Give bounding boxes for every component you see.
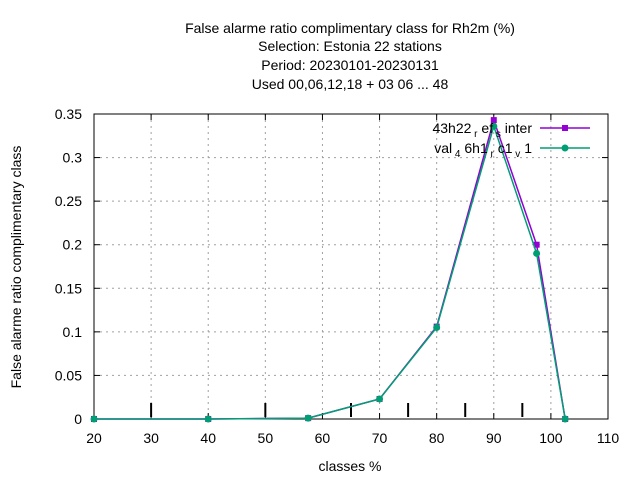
x-tick-label: 30 (143, 430, 159, 446)
y-tick-label: 0.25 (55, 193, 82, 209)
data-point (533, 249, 541, 257)
data-point (433, 324, 441, 331)
y-tick-label: 0.3 (63, 150, 83, 166)
chart-title: False alarme ratio complimentary class f… (185, 20, 515, 92)
y-tick-labels: 0 0.05 0.1 0.15 0.2 0.25 0.3 0.35 (55, 106, 82, 427)
x-tick-label: 80 (429, 430, 445, 446)
x-tick-label: 40 (200, 430, 216, 446)
x-tick-label: 70 (372, 430, 388, 446)
x-tick-label: 60 (315, 430, 331, 446)
plot-frame (93, 113, 609, 420)
x-tick-labels: 20 30 40 50 60 70 80 90 100 110 (86, 430, 619, 446)
legend-label: val 4 6h1 r c1 v 1 (434, 140, 532, 160)
data-point (533, 241, 540, 248)
series-1 (91, 117, 569, 422)
legend-item-2: val 4 6h1 r c1 v 1 (434, 140, 590, 160)
x-tick-label: 100 (539, 430, 563, 446)
data-point (561, 415, 569, 423)
data-point (90, 415, 98, 423)
data-point (490, 117, 497, 124)
legend-marker (561, 144, 569, 152)
x-tick-label: 20 (86, 430, 102, 446)
data-point (304, 414, 312, 422)
x-tick-label: 90 (486, 430, 502, 446)
legend-label: 43h22 r ef s inter (432, 120, 532, 140)
y-tick-label: 0.35 (55, 106, 82, 122)
grid (94, 114, 608, 419)
series (90, 117, 569, 423)
axes (93, 113, 609, 420)
legend-item-1: 43h22 r ef s inter (432, 120, 590, 140)
data-point (490, 122, 498, 130)
title-line-3: Period: 20230101-20230131 (261, 57, 439, 73)
y-tick-label: 0.15 (55, 280, 82, 296)
data-point (376, 395, 384, 403)
data-point (204, 415, 212, 423)
title-line-1: False alarme ratio complimentary class f… (185, 20, 515, 36)
title-line-2: Selection: Estonia 22 stations (258, 38, 442, 54)
y-tick-label: 0.05 (55, 367, 82, 383)
y-tick-label: 0.1 (63, 324, 83, 340)
legend-marker (562, 125, 568, 131)
y-tick-label: 0 (74, 411, 82, 427)
x-axis-label: classes % (318, 458, 381, 474)
series-2 (90, 122, 569, 423)
y-tick-label: 0.2 (63, 237, 83, 253)
title-line-4: Used 00,06,12,18 + 03 06 ... 48 (252, 76, 449, 92)
series-line (94, 123, 566, 420)
x-tick-label: 50 (258, 430, 274, 446)
x-tick-label: 110 (597, 430, 620, 446)
minor-ticks (150, 403, 524, 417)
series-line (94, 117, 566, 420)
y-axis-label: False alarme ratio complimentary class (8, 146, 24, 389)
